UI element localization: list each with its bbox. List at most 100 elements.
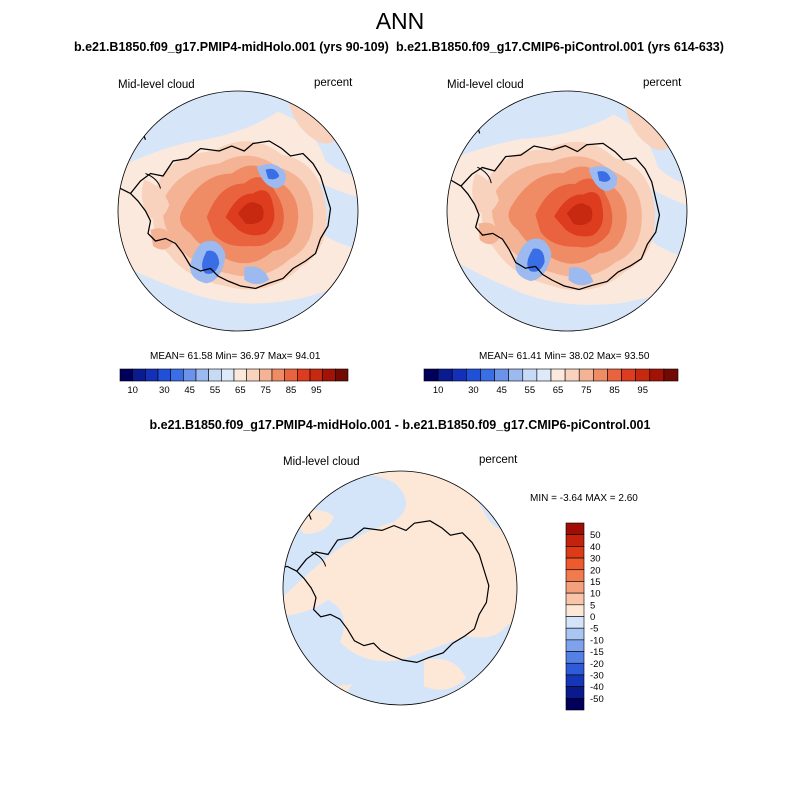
right-colorbar-swatch (649, 368, 665, 382)
right-colorbar-tick-label: 85 (609, 385, 620, 396)
right-colorbar-swatch (593, 368, 608, 382)
right-panel-title: b.e21.B1850.f09_g17.CMIP6-piControl.001 … (396, 40, 724, 54)
difference-colorbar-swatch (565, 546, 585, 559)
left-map (117, 90, 359, 332)
left-max-value: 94.01 (295, 351, 321, 362)
right-colorbar-tick-label: 95 (637, 385, 648, 396)
difference-colorbar-swatch (565, 534, 585, 547)
left-colorbar-swatch (170, 368, 184, 382)
left-colorbar-tick-label: 95 (311, 385, 322, 396)
right-min-value: 38.02 (569, 351, 595, 362)
right-colorbar-tick-label: 45 (496, 385, 507, 396)
left-colorbar-swatch (271, 368, 285, 382)
difference-colorbar-tick-label: -5 (590, 624, 598, 635)
right-colorbar-swatch (550, 368, 566, 382)
right-mean-value: 61.41 (516, 351, 542, 362)
right-min-label: Min= (544, 351, 567, 362)
right-map (446, 90, 688, 332)
left-colorbar-swatch (221, 368, 235, 382)
left-variable-label: Mid-level cloud (118, 79, 195, 91)
diff-max-value: 2.60 (618, 493, 638, 504)
difference-colorbar-tick-label: 0 (590, 612, 595, 623)
left-colorbar-swatch (145, 368, 159, 382)
left-colorbar-swatch (132, 368, 146, 382)
right-mean-label: MEAN= (479, 351, 514, 362)
difference-colorbar-swatch (565, 522, 585, 535)
left-colorbar-swatch (195, 368, 209, 382)
diff-units-label: percent (479, 454, 518, 466)
right-colorbar-swatch (663, 368, 679, 382)
left-colorbar-swatch (335, 368, 349, 382)
difference-colorbar-swatch (565, 627, 585, 641)
difference-colorbar-tick-label: -50 (590, 694, 604, 705)
difference-colorbar-tick-label: 15 (590, 577, 601, 588)
left-min-value: 36.97 (240, 351, 266, 362)
right-colorbar-swatch (578, 368, 594, 382)
difference-colorbar-swatch (565, 686, 585, 699)
right-colorbar-swatch (621, 368, 636, 382)
difference-title: b.e21.B1850.f09_g17.PMIP4-midHolo.001 - … (149, 418, 651, 432)
right-units-label: percent (643, 77, 682, 89)
right-colorbar-tick-label: 75 (581, 385, 592, 396)
right-colorbar-swatch (437, 368, 453, 382)
right-colorbar-swatch (522, 368, 538, 382)
right-colorbar-tick-label: 10 (433, 385, 444, 396)
difference-colorbar-tick-label: 50 (590, 530, 601, 541)
right-colorbar-tick-label: 30 (468, 385, 479, 396)
right-colorbar-swatch (466, 368, 481, 382)
difference-colorbar-tick-label: -30 (590, 670, 604, 681)
diff-max-label: MAX = (585, 493, 616, 504)
right-colorbar-tick-label: 65 (553, 385, 564, 396)
difference-colorbar-tick-label: 10 (590, 589, 601, 600)
left-colorbar-tick-label: 65 (235, 385, 246, 396)
diff-variable-label: Mid-level cloud (283, 456, 360, 468)
left-colorbar-tick-label: 55 (210, 385, 221, 396)
left-colorbar-swatch (183, 368, 197, 382)
right-colorbar-swatch (607, 368, 622, 382)
difference-colorbar-tick-label: 30 (590, 554, 601, 565)
right-colorbar-swatch (564, 368, 580, 382)
right-colorbar-swatch (536, 368, 552, 382)
left-colorbar-swatch (297, 368, 311, 382)
left-colorbar-swatch (284, 368, 298, 382)
diff-min-label: MIN = (530, 493, 557, 504)
difference-colorbar-swatch (565, 662, 585, 676)
difference-colorbar-tick-label: -20 (590, 659, 604, 670)
left-units-label: percent (314, 77, 353, 89)
left-colorbar-swatch (259, 368, 273, 382)
difference-colorbar-tick-label: 5 (590, 600, 595, 611)
difference-colorbar-swatch (565, 581, 585, 594)
diff-min-value: -3.64 (559, 493, 583, 504)
right-colorbar-swatch (480, 368, 495, 382)
left-colorbar-tick-label: 10 (127, 385, 138, 396)
difference-colorbar-swatch (565, 557, 585, 571)
right-colorbar-swatch (423, 368, 439, 382)
left-mean-value: 61.58 (187, 351, 213, 362)
right-max-value: 93.50 (624, 351, 650, 362)
left-panel-title: b.e21.B1850.f09_g17.PMIP4-midHolo.001 (y… (74, 40, 389, 54)
right-colorbar-swatch (635, 368, 651, 382)
right-colorbar-tick-label: 55 (525, 385, 536, 396)
left-colorbar-swatch (322, 368, 336, 382)
left-colorbar-tick-label: 85 (286, 385, 297, 396)
difference-colorbar-tick-label: -15 (590, 647, 604, 658)
difference-colorbar-tick-label: -40 (590, 682, 604, 693)
difference-colorbar-swatch (565, 616, 585, 629)
right-colorbar-swatch (451, 368, 467, 382)
left-colorbar-swatch (208, 368, 222, 382)
left-min-label: Min= (215, 351, 238, 362)
left-colorbar: 10 30 45 55 65 75 85 95 (119, 368, 349, 396)
difference-colorbar-swatch (565, 592, 585, 606)
difference-colorbar-tick-label: 20 (590, 565, 601, 576)
left-colorbar-swatch (157, 368, 171, 382)
left-max-label: Max= (267, 351, 293, 362)
right-colorbar-swatch (508, 368, 524, 382)
difference-colorbar-swatch (565, 639, 585, 652)
right-colorbar: 10 30 45 55 65 75 85 95 (423, 368, 679, 396)
difference-colorbar-swatch (565, 604, 585, 617)
difference-map (282, 470, 518, 706)
right-variable-label: Mid-level cloud (447, 79, 524, 91)
difference-colorbar-tick-label: -10 (590, 635, 604, 646)
